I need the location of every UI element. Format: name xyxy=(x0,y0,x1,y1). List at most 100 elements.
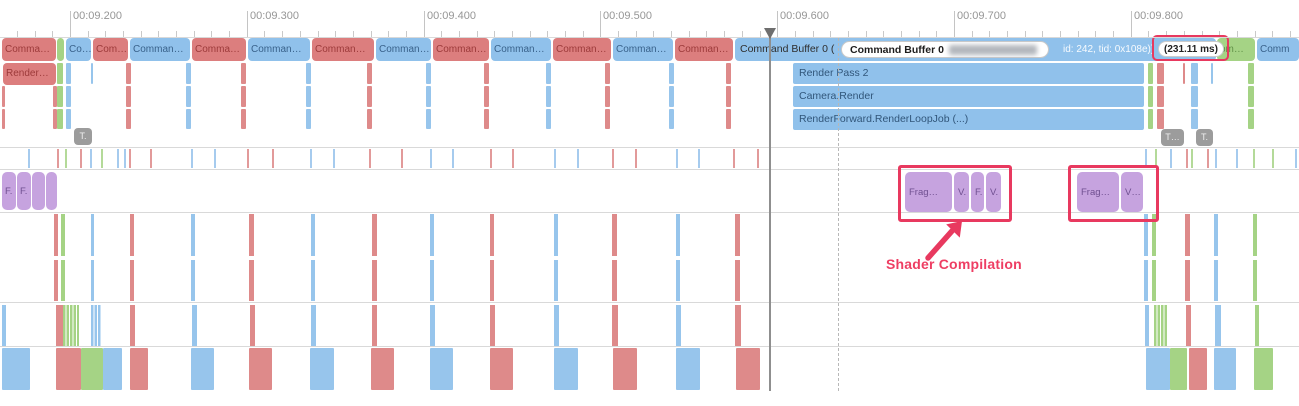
gpu-event-bar[interactable] xyxy=(191,260,195,301)
gpu-event-bar[interactable] xyxy=(61,214,65,256)
command-event-bar[interactable] xyxy=(91,63,93,84)
shader-compilation-block[interactable]: Frag… xyxy=(1077,172,1119,212)
command-buffer-block[interactable]: Comm xyxy=(1257,38,1299,61)
command-event-bar[interactable] xyxy=(2,86,5,107)
gpu-event-tick[interactable] xyxy=(401,149,403,168)
track-marker-badge[interactable]: T… xyxy=(1161,129,1184,146)
encoder-event-bar[interactable] xyxy=(250,305,255,346)
frame-block[interactable] xyxy=(103,348,122,390)
command-event-bar[interactable] xyxy=(1157,63,1164,84)
gpu-event-tick[interactable] xyxy=(191,149,193,168)
frame-block[interactable] xyxy=(1146,348,1170,390)
command-buffer-block[interactable]: Comman… xyxy=(553,38,611,61)
gpu-event-tick[interactable] xyxy=(129,149,131,168)
gpu-event-tick[interactable] xyxy=(101,149,103,168)
command-event-bar[interactable] xyxy=(484,86,489,107)
gpu-event-bar[interactable] xyxy=(91,214,94,256)
gpu-event-bar[interactable] xyxy=(191,214,195,256)
playhead-line[interactable] xyxy=(769,29,771,391)
command-buffer-block[interactable]: Comman… xyxy=(433,38,489,61)
command-event-bar[interactable] xyxy=(126,63,131,84)
command-event-bar[interactable] xyxy=(66,86,71,107)
encoder-event-bar[interactable] xyxy=(612,305,618,346)
time-ruler[interactable]: 00:09.200 00:09.300 00:09.400 00:09.500 00:0… xyxy=(0,0,1299,38)
command-event-bar[interactable] xyxy=(605,63,610,84)
encoder-event-bar[interactable] xyxy=(1215,305,1221,346)
command-event-bar[interactable] xyxy=(57,63,63,84)
command-event-bar[interactable] xyxy=(1191,63,1198,84)
command-buffer-block[interactable]: Comman… xyxy=(613,38,673,61)
encoder-event-bar[interactable] xyxy=(554,305,559,346)
command-event-bar[interactable] xyxy=(1191,109,1198,129)
gpu-event-tick[interactable] xyxy=(28,149,30,168)
command-event-bar[interactable] xyxy=(241,86,246,107)
gpu-event-tick[interactable] xyxy=(512,149,514,168)
command-event-bar[interactable] xyxy=(241,63,246,84)
command-buffer-block[interactable]: Comman… xyxy=(248,38,310,61)
gpu-event-tick[interactable] xyxy=(214,149,216,168)
command-event-bar[interactable] xyxy=(1183,63,1185,84)
command-event-bar[interactable] xyxy=(367,109,372,129)
gpu-event-tick[interactable] xyxy=(554,149,556,168)
command-event-bar[interactable] xyxy=(605,86,610,107)
gpu-event-bar[interactable] xyxy=(554,260,558,301)
command-event-bar[interactable] xyxy=(426,63,431,84)
command-event-bar[interactable] xyxy=(426,86,431,107)
gpu-event-tick[interactable] xyxy=(57,149,59,168)
gpu-event-tick[interactable] xyxy=(1295,149,1297,168)
gpu-event-tick[interactable] xyxy=(1207,149,1209,168)
frame-block[interactable] xyxy=(130,348,148,390)
gpu-event-bar[interactable] xyxy=(1253,214,1257,256)
frame-block[interactable] xyxy=(613,348,637,390)
gpu-event-bar[interactable] xyxy=(735,260,740,301)
encoder-event-bar[interactable] xyxy=(735,305,741,346)
render-pass-bar[interactable]: Render Pass 2 xyxy=(793,63,1144,84)
gpu-event-bar[interactable] xyxy=(372,214,377,256)
shader-compilation-block[interactable]: V. xyxy=(986,172,1001,212)
shader-compilation-block[interactable]: F. xyxy=(971,172,984,212)
command-buffer-block[interactable]: om… xyxy=(1217,38,1255,61)
shader-compilation-block[interactable]: V… xyxy=(1121,172,1143,212)
gpu-event-tick[interactable] xyxy=(1191,149,1193,168)
command-event-bar[interactable] xyxy=(1248,63,1254,84)
shader-function-block[interactable]: F. xyxy=(17,172,31,210)
gpu-event-tick[interactable] xyxy=(1272,149,1274,168)
frame-block[interactable] xyxy=(191,348,214,390)
command-event-bar[interactable] xyxy=(484,63,489,84)
frame-block[interactable] xyxy=(676,348,700,390)
command-event-bar[interactable] xyxy=(1148,109,1153,129)
encoder-event-bar[interactable] xyxy=(311,305,316,346)
command-buffer-block[interactable]: Comman… xyxy=(130,38,190,61)
gpu-event-bar[interactable] xyxy=(430,260,434,301)
command-event-bar[interactable] xyxy=(1211,63,1213,84)
gpu-event-tick[interactable] xyxy=(272,149,274,168)
gpu-event-tick[interactable] xyxy=(733,149,735,168)
command-event-bar[interactable] xyxy=(1148,86,1153,107)
gpu-event-tick[interactable] xyxy=(247,149,249,168)
gpu-event-bar[interactable] xyxy=(1253,260,1257,301)
gpu-event-bar[interactable] xyxy=(249,214,254,256)
encoder-event-bar[interactable] xyxy=(372,305,377,346)
gpu-event-tick[interactable] xyxy=(150,149,152,168)
command-buffer-block[interactable]: Co… xyxy=(66,38,91,61)
gpu-event-tick[interactable] xyxy=(1215,149,1217,168)
command-buffer-block[interactable]: Comman… xyxy=(376,38,431,61)
gpu-event-tick[interactable] xyxy=(1170,149,1172,168)
gpu-event-tick[interactable] xyxy=(1145,149,1147,168)
encoder-event-bar[interactable] xyxy=(2,305,6,346)
encoder-event-bar[interactable] xyxy=(63,305,79,346)
shader-function-block[interactable]: F. xyxy=(2,172,16,210)
gpu-event-tick[interactable] xyxy=(90,149,92,168)
encoder-event-bar[interactable] xyxy=(1186,305,1191,346)
gpu-event-tick[interactable] xyxy=(490,149,492,168)
command-event-bar[interactable] xyxy=(53,109,57,129)
render-block[interactable]: Render… xyxy=(3,63,56,85)
gpu-event-tick[interactable] xyxy=(635,149,637,168)
render-pass-bar[interactable]: RenderForward.RenderLoopJob (...) xyxy=(793,109,1144,130)
gpu-event-tick[interactable] xyxy=(430,149,432,168)
gpu-event-tick[interactable] xyxy=(333,149,335,168)
gpu-event-bar[interactable] xyxy=(130,260,134,301)
command-event-bar[interactable] xyxy=(546,109,551,129)
gpu-event-tick[interactable] xyxy=(369,149,371,168)
command-event-bar[interactable] xyxy=(546,63,551,84)
